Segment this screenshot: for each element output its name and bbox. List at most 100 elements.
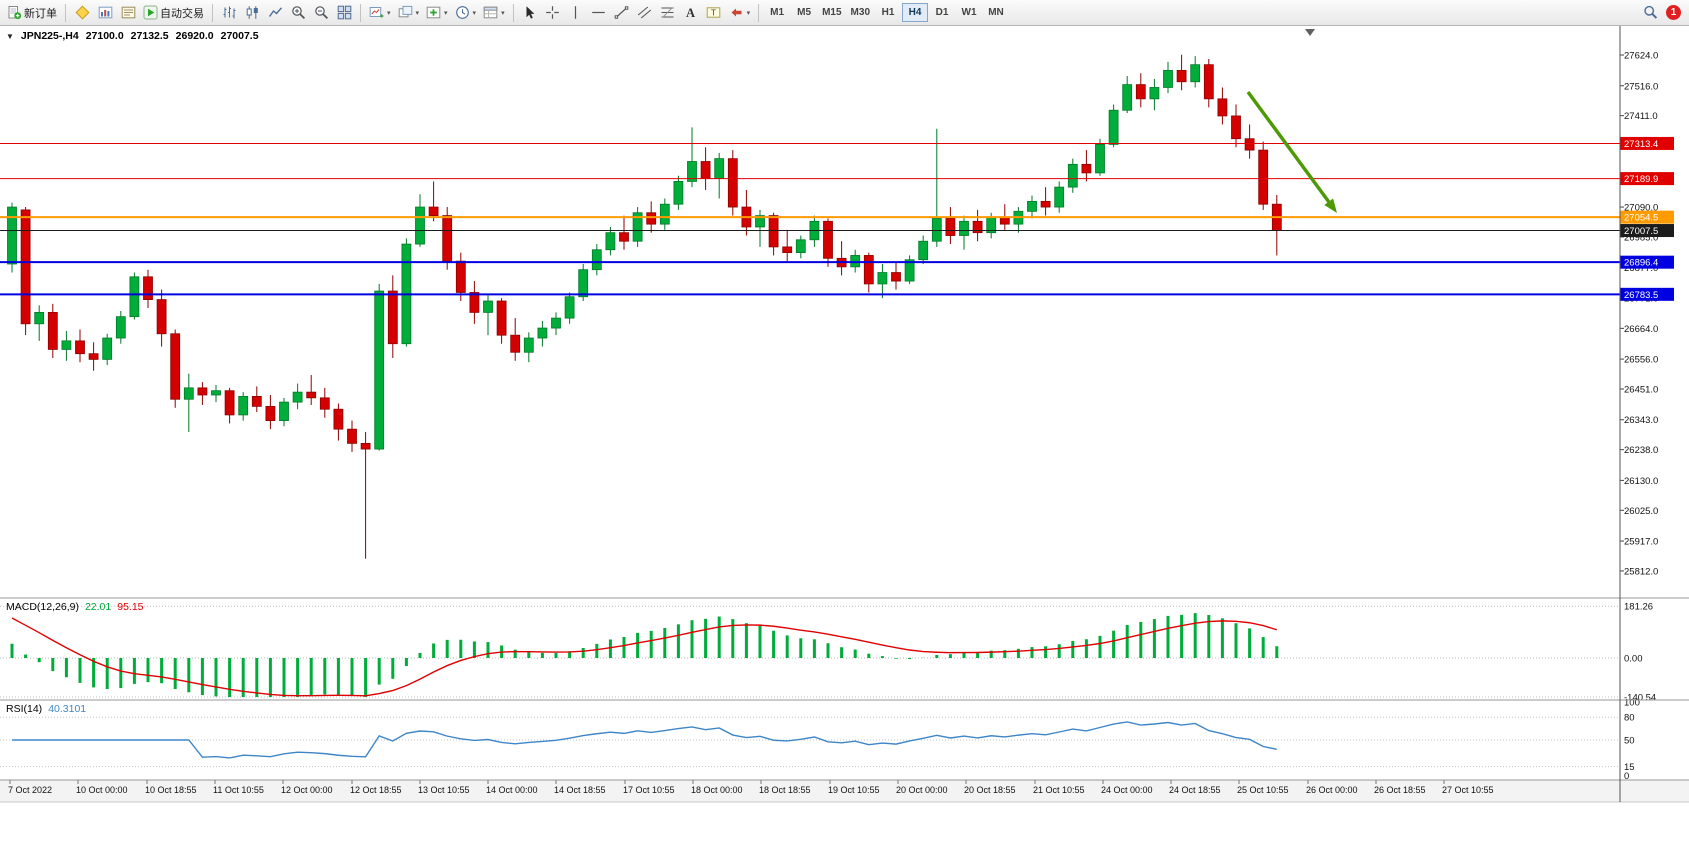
candle-up <box>578 269 589 298</box>
candle-down <box>1135 84 1146 100</box>
line-chart-mode-button[interactable] <box>264 2 286 24</box>
time-axis-label: 18 Oct 18:55 <box>759 785 811 795</box>
rsi-line <box>12 721 1277 759</box>
chevron-down-icon: ▾ <box>472 9 477 17</box>
candle-down <box>646 212 657 225</box>
vertical-line-tool-icon <box>568 5 583 20</box>
trend-arrow[interactable] <box>1246 90 1332 206</box>
rsi-axis-label: 0 <box>1624 771 1629 782</box>
profiles-button[interactable]: ▾ <box>395 2 423 24</box>
fibonacci-tool-button[interactable] <box>657 2 679 24</box>
candle-down <box>1040 200 1051 208</box>
macd-axis-label: 181.26 <box>1624 602 1653 613</box>
timeframe-m15-button[interactable]: M15 <box>818 3 845 22</box>
fibonacci-tool-icon <box>660 5 675 20</box>
indicators-list-button[interactable]: ▾ <box>423 2 451 24</box>
indicators-list-icon <box>426 5 441 20</box>
navigator-button[interactable] <box>117 2 139 24</box>
candle-up <box>714 158 725 179</box>
bar-chart-mode-button[interactable] <box>218 2 240 24</box>
rsi-axis-label: 100 <box>1624 698 1640 709</box>
meta-editor-button[interactable] <box>71 2 93 24</box>
chart-background <box>0 26 1689 863</box>
candlestick-mode-button[interactable] <box>241 2 263 24</box>
text-label-tool-button[interactable]: T <box>703 2 725 24</box>
time-axis-label: 20 Oct 00:00 <box>896 785 948 795</box>
time-axis-label: 12 Oct 00:00 <box>281 785 333 795</box>
candle-down <box>47 312 58 350</box>
vertical-line-tool-button[interactable] <box>565 2 587 24</box>
template-selector-button[interactable]: ▾ <box>480 2 508 24</box>
zoom-out-button[interactable] <box>310 2 332 24</box>
time-axis-label: 14 Oct 18:55 <box>554 785 606 795</box>
timeframe-mn-button[interactable]: MN <box>983 3 1009 22</box>
tile-windows-button[interactable] <box>333 2 355 24</box>
time-axis-label: 11 Oct 10:55 <box>213 785 264 795</box>
time-axis-label: 10 Oct 00:00 <box>76 785 128 795</box>
auto-trading-label: 自动交易 <box>160 7 204 20</box>
new-order-icon <box>7 5 22 20</box>
time-axis[interactable] <box>0 780 1689 802</box>
timeframe-m30-button[interactable]: M30 <box>847 3 874 22</box>
cursor-tool-button[interactable] <box>519 2 541 24</box>
candle-up <box>564 296 575 319</box>
new-order-button[interactable]: 新订单 <box>4 2 60 24</box>
candle-down <box>1231 115 1241 140</box>
period-selector-button[interactable]: ▾ <box>452 2 480 24</box>
time-axis-label: 20 Oct 18:55 <box>964 785 1016 795</box>
timeframe-h4-button[interactable]: H4 <box>902 3 928 22</box>
timeframe-m1-button[interactable]: M1 <box>764 3 790 22</box>
text-tool-button[interactable]: A <box>680 2 702 24</box>
candle-down <box>823 220 833 259</box>
candle-down <box>265 405 276 422</box>
candle-down <box>251 396 262 407</box>
candle-up <box>673 181 684 205</box>
time-axis-label: 14 Oct 00:00 <box>486 785 538 795</box>
candle-down <box>224 390 235 416</box>
template-selector-icon <box>483 5 498 20</box>
trendline-tool-button[interactable] <box>611 2 633 24</box>
zoom-in-icon <box>291 5 306 20</box>
candle-up <box>292 391 303 403</box>
market-watch-button[interactable] <box>94 2 116 24</box>
macd-signal-value: 95.15 <box>117 601 144 613</box>
candle-down <box>156 299 167 335</box>
notification-badge[interactable]: 1 <box>1666 5 1681 20</box>
symbol-period-label: JPN225-,H4 <box>20 30 79 42</box>
support-line-2-price-tag <box>1620 287 1674 301</box>
support-line-1-price-tag <box>1620 255 1674 269</box>
candle-down <box>782 246 793 254</box>
auto-trading-button[interactable]: 自动交易 <box>140 2 207 24</box>
price-axis-label: 26877.0 <box>1624 263 1658 274</box>
resistance-line-2-price-text: 27189.9 <box>1624 174 1658 185</box>
channel-tool-button[interactable] <box>634 2 656 24</box>
new-chart-button[interactable]: ▾ <box>366 2 394 24</box>
timeframe-d1-button[interactable]: D1 <box>929 3 955 22</box>
rsi-axis-label: 15 <box>1624 762 1635 773</box>
candlestick-mode-icon <box>245 5 260 20</box>
candle-down <box>347 428 357 444</box>
toolbar-separator <box>512 3 514 22</box>
text-tool-icon: A <box>683 5 698 20</box>
horizontal-line-tool-button[interactable] <box>588 2 610 24</box>
arrows-tool-button[interactable]: ▾ <box>726 2 754 24</box>
candle-up <box>632 212 643 242</box>
candle-down <box>455 260 466 293</box>
one-click-trading-toggle-icon[interactable]: ▼ <box>6 31 14 41</box>
price-axis-label: 26985.0 <box>1624 232 1658 243</box>
zoom-in-button[interactable] <box>287 2 309 24</box>
rsi-axis-label: 80 <box>1624 713 1635 724</box>
pivot-line-price-tag <box>1620 210 1674 224</box>
chart-shift-marker[interactable] <box>1305 29 1315 36</box>
timeframe-w1-button[interactable]: W1 <box>956 3 982 22</box>
crosshair-tool-button[interactable] <box>542 2 564 24</box>
pivot-line-price-text: 27054.5 <box>1624 213 1658 224</box>
timeframe-h1-button[interactable]: H1 <box>875 3 901 22</box>
timeframe-m5-button[interactable]: M5 <box>791 3 817 22</box>
search-button[interactable] <box>1639 2 1661 24</box>
time-axis-label: 24 Oct 18:55 <box>1169 785 1221 795</box>
candle-up <box>931 218 942 242</box>
line-chart-mode-icon <box>268 5 283 20</box>
candle-down <box>510 334 521 353</box>
candle-down <box>1258 149 1269 205</box>
